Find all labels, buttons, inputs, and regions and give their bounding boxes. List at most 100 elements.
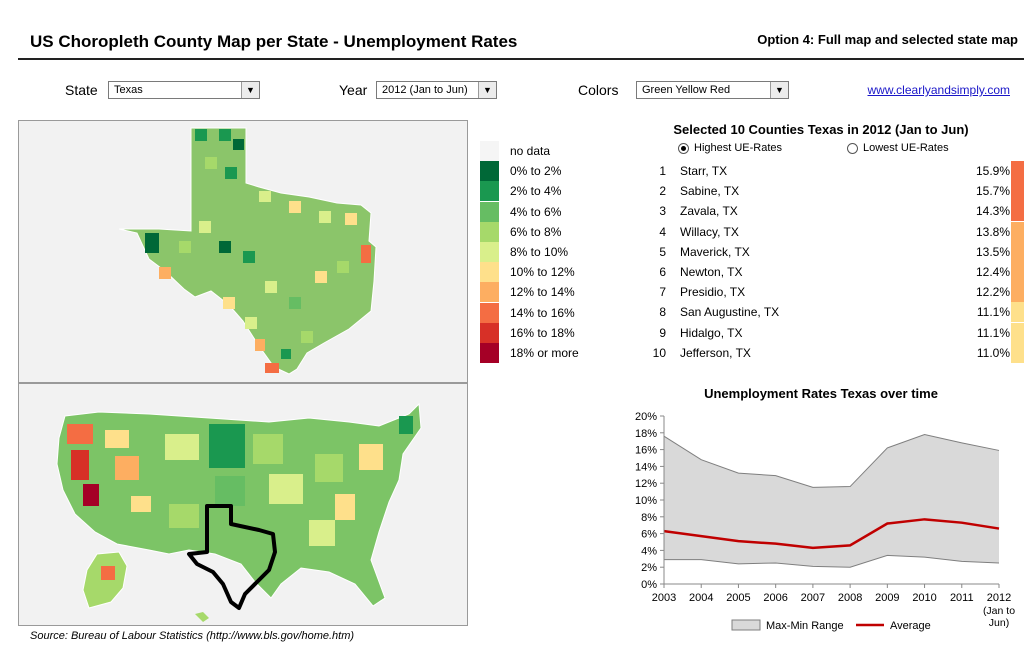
us-county-patches	[67, 416, 413, 546]
county-rank: 9	[659, 325, 666, 340]
radio-unselected-icon[interactable]	[847, 142, 858, 154]
county-row: 9 Hidalgo, TX 11.1%	[640, 322, 1024, 343]
legend-swatch	[480, 242, 499, 262]
chevron-down-icon[interactable]: ▼	[770, 82, 788, 98]
county-color-bar	[1011, 221, 1024, 242]
legend-label: 0% to 2%	[510, 164, 562, 179]
county-value: 13.8%	[975, 224, 1010, 239]
range-max-edge	[663, 433, 1000, 488]
x-tick-label: 2005	[726, 592, 750, 604]
chart-title: Unemployment Rates Texas over time	[704, 386, 938, 401]
county-name: Jefferson, TX	[680, 345, 751, 360]
legend-label: 6% to 8%	[510, 224, 562, 239]
legend-swatch	[480, 201, 499, 222]
radio-lowest-label: Lowest UE-Rates	[863, 142, 949, 154]
legend-item: 14% to 16%	[480, 302, 640, 323]
legend-item: 10% to 12%	[480, 262, 640, 283]
county-name: Sabine, TX	[680, 184, 740, 199]
county-rank: 6	[659, 265, 666, 279]
legend-swatch	[480, 343, 499, 363]
colors-select[interactable]: Green Yellow Red ▼	[636, 81, 789, 99]
county-row: 1 Starr, TX 15.9%	[640, 161, 1024, 181]
county-row: 4 Willacy, TX 13.8%	[640, 221, 1024, 242]
texas-outline	[187, 504, 277, 610]
legend-item: 12% to 14%	[480, 282, 640, 303]
county-color-bar	[1011, 262, 1024, 282]
county-value: 15.7%	[975, 184, 1010, 199]
radio-selected-icon[interactable]	[678, 142, 689, 154]
page-title: US Choropleth County Map per State - Une…	[30, 32, 518, 51]
county-rank: 8	[659, 305, 666, 320]
legend-swatch	[480, 282, 499, 303]
y-tick-label: 10%	[635, 495, 657, 507]
y-tick-label: 0%	[641, 579, 657, 591]
x-tick-label: 2009	[875, 592, 899, 604]
website-link[interactable]: www.clearlyandsimply.com	[867, 83, 1010, 97]
legend-swatch	[480, 161, 499, 182]
legend-label: 18% or more	[510, 346, 579, 360]
legend-range-swatch	[731, 619, 761, 631]
unemployment-chart: 0% 2% 4% 6% 8% 10% 12% 14% 16% 18% 20% 2003 2004 2005…	[635, 411, 1015, 632]
county-name: Hidalgo, TX	[680, 325, 743, 340]
radio-highest-label: Highest UE-Rates	[694, 142, 783, 154]
county-value: 12.2%	[975, 285, 1010, 300]
legend-label: no data	[510, 144, 551, 158]
county-color-bar	[1011, 282, 1024, 303]
legend-swatch	[480, 262, 499, 283]
county-patches	[145, 129, 371, 373]
legend-range-label: Max-Min Range	[766, 620, 844, 632]
colors-select-value: Green Yellow Red	[642, 84, 731, 96]
county-row: 7 Presidio, TX 12.2%	[640, 282, 1024, 303]
county-row: 2 Sabine, TX 15.7%	[640, 181, 1024, 202]
legend-swatch	[480, 181, 499, 202]
average-line	[663, 518, 1000, 550]
county-color-bar	[1011, 181, 1024, 202]
legend-item: 0% to 2%	[480, 161, 640, 182]
county-color-bar	[1011, 241, 1024, 262]
county-value: 13.5%	[975, 244, 1010, 259]
range-area	[664, 434, 999, 568]
legend-label: 16% to 18%	[510, 325, 575, 340]
x-tick-label: 2010	[912, 592, 936, 604]
y-tick-label: 6%	[641, 529, 657, 541]
county-row: 8 San Augustine, TX 11.1%	[640, 302, 1024, 323]
legend-item: 6% to 8%	[480, 221, 640, 242]
radio-lowest[interactable]: Lowest UE-Rates	[847, 142, 949, 154]
radio-highest[interactable]: Highest UE-Rates	[678, 142, 782, 154]
x-tick-label: 2003	[652, 592, 676, 604]
source-note: Source: Bureau of Labour Statistics (htt…	[30, 630, 355, 642]
legend-swatch	[480, 322, 499, 343]
x-tick-label: 2008	[838, 592, 862, 604]
county-row: 5 Maverick, TX 13.5%	[640, 241, 1024, 262]
chevron-down-icon[interactable]: ▼	[241, 82, 259, 98]
county-name: Presidio, TX	[680, 285, 746, 300]
county-rank: 2	[659, 184, 666, 199]
legend-item: 8% to 10%	[480, 242, 640, 262]
x-tick-sublabel: Jun)	[989, 617, 1009, 629]
texas-map[interactable]	[19, 121, 467, 381]
county-name: Zavala, TX	[680, 204, 738, 219]
county-value: 11.1%	[976, 305, 1010, 320]
x-tick-label: 2004	[689, 592, 713, 604]
legend-item: 16% to 18%	[480, 322, 640, 343]
x-tick-label: 2006	[763, 592, 787, 604]
county-rank: 5	[659, 244, 666, 259]
y-tick-label: 2%	[641, 562, 657, 574]
legend-swatch	[480, 221, 499, 242]
legend-average-label: Average	[890, 620, 931, 632]
state-select[interactable]: Texas ▼	[108, 81, 260, 99]
year-select[interactable]: 2012 (Jan to Jun) ▼	[376, 81, 497, 99]
legend-label: 4% to 6%	[510, 204, 562, 219]
chevron-down-icon[interactable]: ▼	[478, 82, 496, 98]
county-name: Starr, TX	[680, 164, 728, 178]
y-tick-label: 8%	[641, 512, 657, 524]
legend-label: 8% to 10%	[510, 245, 569, 259]
county-name: Newton, TX	[680, 265, 743, 279]
legend-label: 10% to 12%	[510, 265, 575, 280]
county-value: 12.4%	[975, 265, 1010, 279]
state-select-value: Texas	[114, 84, 143, 96]
county-rank: 1	[659, 164, 666, 178]
x-tick-label: 2011	[950, 592, 974, 604]
us-map[interactable]	[19, 384, 467, 626]
county-rank: 3	[659, 204, 666, 219]
